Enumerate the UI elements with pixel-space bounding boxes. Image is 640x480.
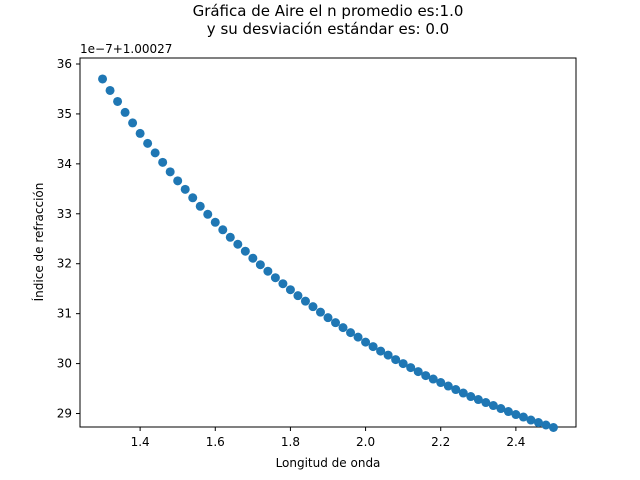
data-point [361,337,371,347]
data-point [331,318,341,328]
x-tick-label: 1.4 [131,435,150,449]
x-tick-label: 2.4 [506,435,525,449]
data-point [293,291,303,301]
x-tick-label: 2.2 [431,435,450,449]
x-tick-label: 2.0 [356,435,375,449]
x-axis-label: Longitud de onda [276,456,381,470]
data-point [308,302,318,312]
y-tick-label: 34 [57,157,72,171]
plot-frame [79,57,577,428]
data-point [128,118,138,128]
data-point [120,107,130,117]
data-point [391,355,401,365]
data-point [233,239,243,249]
y-tick-label: 30 [57,357,72,371]
data-point [323,313,333,323]
data-point [180,184,190,194]
data-point [503,407,513,417]
data-point [188,193,198,203]
data-point [300,296,310,306]
data-point [541,420,551,430]
chart-title-line: y su desviación estándar es: 0.0 [207,20,449,38]
data-points [98,74,558,432]
data-point [511,410,521,420]
data-point [255,260,265,270]
data-point [406,363,416,373]
data-point [270,273,280,283]
data-point [436,378,446,388]
data-point [488,401,498,411]
data-point [413,367,423,377]
data-point [135,128,145,138]
data-point [158,157,168,167]
x-axis-ticks: 1.4 1.6 1.8 2.0 2.2 2.4 [131,427,525,449]
y-axis-label: Índice de refracción [31,183,46,302]
y-offset-label: 1e−7+1.00027 [80,42,172,56]
x-tick-label: 1.6 [206,435,225,449]
y-tick-label: 35 [57,107,72,121]
data-point [481,398,491,408]
data-point [398,359,408,369]
x-tick-label: 1.8 [281,435,300,449]
y-tick-label: 31 [57,307,72,321]
data-point [143,138,153,148]
data-point [368,342,378,352]
y-axis-ticks: 29 30 31 32 33 34 35 36 [57,57,80,421]
data-point [210,217,220,227]
data-point [376,346,386,356]
data-point [98,74,108,84]
data-point [225,232,235,242]
data-point [285,285,295,295]
data-point [113,96,123,106]
data-point [428,374,438,384]
data-point [248,253,258,263]
data-point [263,266,273,276]
data-point [526,415,536,425]
data-point [421,371,431,381]
y-tick-label: 32 [57,257,72,271]
data-point [278,279,288,289]
chart-title-line: Gráfica de Aire el n promedio es:1.0 [193,2,464,20]
data-point [218,225,228,235]
data-point [353,332,363,342]
data-point [240,246,250,256]
data-point [533,418,543,428]
data-point [165,167,175,177]
data-point [195,201,205,211]
data-point [150,148,160,158]
data-point [203,209,213,219]
data-point [383,350,393,360]
data-point [105,85,115,95]
data-point [451,385,461,395]
data-point [548,423,558,432]
data-point [458,388,468,398]
data-point [466,392,476,402]
y-tick-label: 29 [57,407,72,421]
data-point [338,323,348,333]
data-point [518,412,528,422]
data-point [496,404,506,414]
data-point [443,381,453,391]
y-tick-label: 36 [57,57,72,71]
y-tick-label: 33 [57,207,72,221]
data-point [473,395,483,405]
chart-title: Gráfica de Aire el n promedio es:1.0y su… [193,2,464,38]
data-point [346,328,356,338]
data-point [173,176,183,186]
data-point [315,307,325,317]
